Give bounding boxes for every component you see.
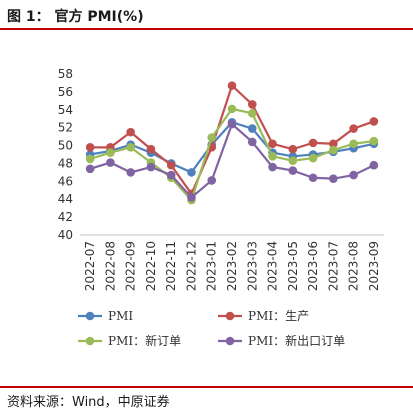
data-point (187, 168, 196, 177)
y-tick-label: 54 (58, 103, 73, 117)
data-point (207, 176, 217, 185)
data-point (106, 158, 115, 167)
y-tick-label: 42 (58, 210, 73, 224)
data-point (187, 193, 196, 202)
data-point (146, 144, 156, 154)
y-axis: 40 42 44 46 48 50 52 54 56 58 (58, 67, 73, 242)
x-tick-label: 2023-07 (326, 241, 340, 291)
data-point (329, 174, 338, 183)
x-tick-label: 2023-02 (225, 241, 239, 291)
data-point (349, 139, 358, 149)
data-point (126, 143, 135, 152)
series-3 (85, 119, 379, 202)
legend-item: PMI：生产 (218, 309, 309, 323)
x-tick-label: 2023-05 (286, 241, 300, 291)
data-point (227, 104, 237, 114)
data-point (369, 160, 379, 170)
x-tick-label: 2022-09 (124, 241, 138, 291)
x-tick-label: 2023-08 (347, 241, 361, 291)
data-point (268, 162, 277, 172)
legend-item: PMI：新出口订单 (218, 333, 345, 348)
data-point (349, 170, 358, 180)
y-tick-label: 44 (58, 192, 73, 206)
x-tick-label: 2022-10 (144, 241, 158, 291)
x-tick-label: 2022-08 (103, 241, 117, 291)
x-axis: 2022-07 2022-08 2022-09 2022-10 2022-11 2022-… (80, 234, 384, 291)
data-point (308, 173, 318, 183)
data-point (268, 139, 277, 149)
data-point (126, 127, 135, 137)
data-point (329, 139, 338, 149)
data-point (146, 162, 156, 172)
y-tick-label: 58 (58, 67, 73, 81)
data-point (288, 166, 298, 175)
source-note: 资料来源：Wind，中原证券 (7, 395, 170, 410)
x-tick-label: 2023-03 (245, 241, 259, 291)
data-point (207, 133, 217, 142)
data-point (288, 144, 298, 154)
data-point (247, 100, 257, 109)
data-point (349, 124, 358, 133)
series-layer (85, 81, 379, 205)
x-tick-label: 2022-11 (164, 241, 178, 291)
data-point (227, 81, 237, 90)
legend: PMI PMI：生产 PMI：新订单 PMI：新出口订单 (78, 309, 345, 348)
data-point (126, 168, 135, 177)
data-point (106, 148, 115, 158)
x-tick-label: 2023-04 (266, 241, 280, 291)
legend-label: PMI：新出口订单 (248, 333, 345, 348)
x-tick-label: 2023-09 (367, 241, 381, 291)
data-point (308, 153, 318, 163)
legend-item: PMI (78, 309, 133, 323)
y-tick-label: 48 (58, 156, 73, 170)
data-point (85, 164, 95, 174)
data-point (329, 145, 338, 155)
legend-label: PMI (108, 309, 133, 323)
data-point (85, 143, 95, 152)
legend-item: PMI：新订单 (78, 333, 181, 348)
data-point (308, 138, 318, 148)
data-point (369, 117, 379, 126)
legend-label: PMI：新订单 (108, 333, 181, 348)
data-point (288, 156, 298, 166)
y-tick-label: 40 (58, 228, 73, 242)
source-divider (0, 386, 413, 388)
title-divider (0, 28, 413, 30)
y-tick-label: 46 (58, 174, 73, 188)
legend-label: PMI：生产 (248, 309, 309, 323)
data-point (247, 124, 257, 133)
data-point (166, 160, 176, 170)
data-point (85, 154, 95, 164)
legend-swatch-marker (225, 336, 235, 346)
legend-swatch-marker (225, 311, 235, 321)
data-point (166, 170, 176, 180)
x-tick-label: 2023-01 (205, 241, 219, 291)
data-point (247, 109, 257, 118)
figure-title: 图 1： 官方 PMI(%) (7, 9, 144, 25)
y-tick-label: 52 (58, 121, 73, 135)
y-tick-label: 56 (58, 85, 73, 99)
legend-swatch-marker (85, 311, 95, 321)
legend-swatch-marker (85, 336, 95, 346)
data-point (268, 151, 277, 161)
x-tick-label: 2022-07 (83, 241, 97, 291)
data-point (227, 119, 237, 129)
x-tick-label: 2023-06 (306, 241, 320, 291)
data-point (247, 137, 257, 147)
y-tick-label: 50 (58, 139, 73, 153)
series-2 (85, 104, 379, 205)
data-point (369, 136, 379, 146)
x-tick-label: 2022-12 (184, 241, 198, 291)
